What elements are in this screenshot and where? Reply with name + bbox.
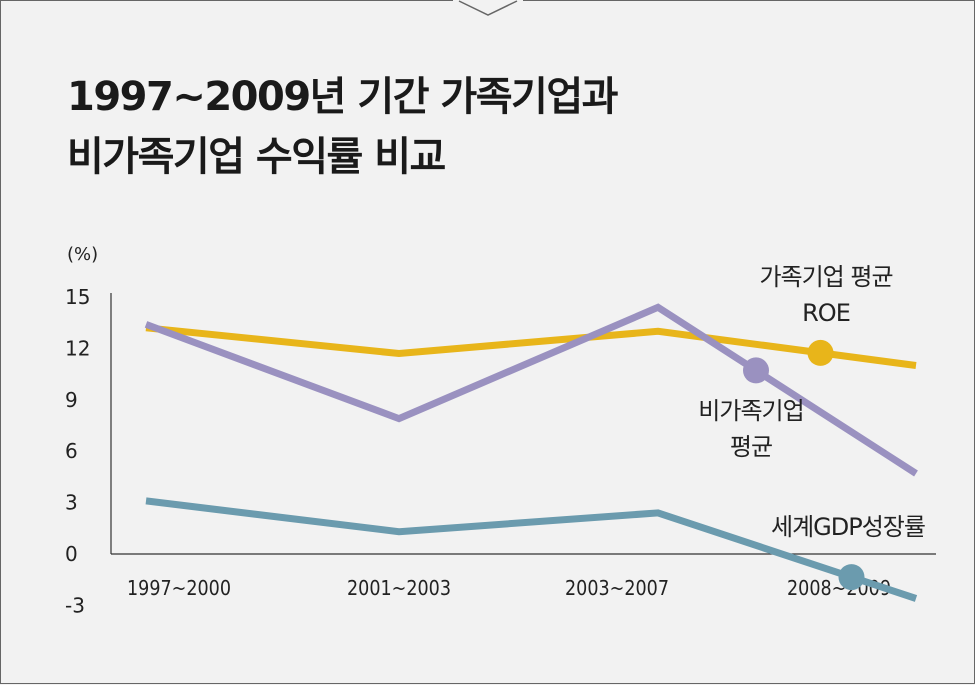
- title-line-1: 1997~2009년 기간 가족기업과: [67, 74, 618, 120]
- y-tick-label: 6: [65, 439, 78, 463]
- y-tick-label: 3: [65, 491, 78, 515]
- y-axis-unit-label: (%): [67, 244, 99, 265]
- family-roe-marker: [807, 339, 834, 366]
- y-tick-label: 0: [65, 542, 78, 566]
- series-label-gdp: 세계GDP성장률: [771, 513, 926, 541]
- world-gdp-marker: [838, 564, 865, 591]
- y-tick-label: 9: [65, 388, 78, 412]
- y-tick-label: 12: [65, 336, 90, 360]
- y-tick-labels: 15 12 9 6 3 0 -3: [65, 285, 90, 617]
- chevron-down-icon: [458, 0, 518, 16]
- family-roe-line: [145, 324, 917, 369]
- nonfamily-line: [144, 303, 918, 477]
- title-line-2: 비가족기업 수익률 비교: [67, 134, 446, 180]
- x-tick-label: 2003~2007: [565, 576, 669, 600]
- y-tick-label: 15: [65, 285, 90, 309]
- x-tick-label: 1997~2000: [127, 576, 231, 600]
- series-label-nonfamily: 비가족기업 평균: [698, 397, 804, 461]
- y-tick-label: -3: [65, 593, 85, 617]
- x-tick-labels: 1997~2000 2001~2003 2003~2007 2008~2009: [127, 576, 891, 600]
- world-gdp-line: [145, 497, 918, 602]
- notch-gap: [453, 0, 523, 5]
- x-tick-label: 2001~2003: [347, 576, 451, 600]
- page-title: 1997~2009년 기간 가족기업과 비가족기업 수익률 비교: [67, 67, 618, 187]
- series-markers: [743, 339, 865, 591]
- series-lines: [144, 303, 918, 602]
- nonfamily-marker: [743, 357, 769, 384]
- series-label-family: 가족기업 평균 ROE: [759, 263, 893, 327]
